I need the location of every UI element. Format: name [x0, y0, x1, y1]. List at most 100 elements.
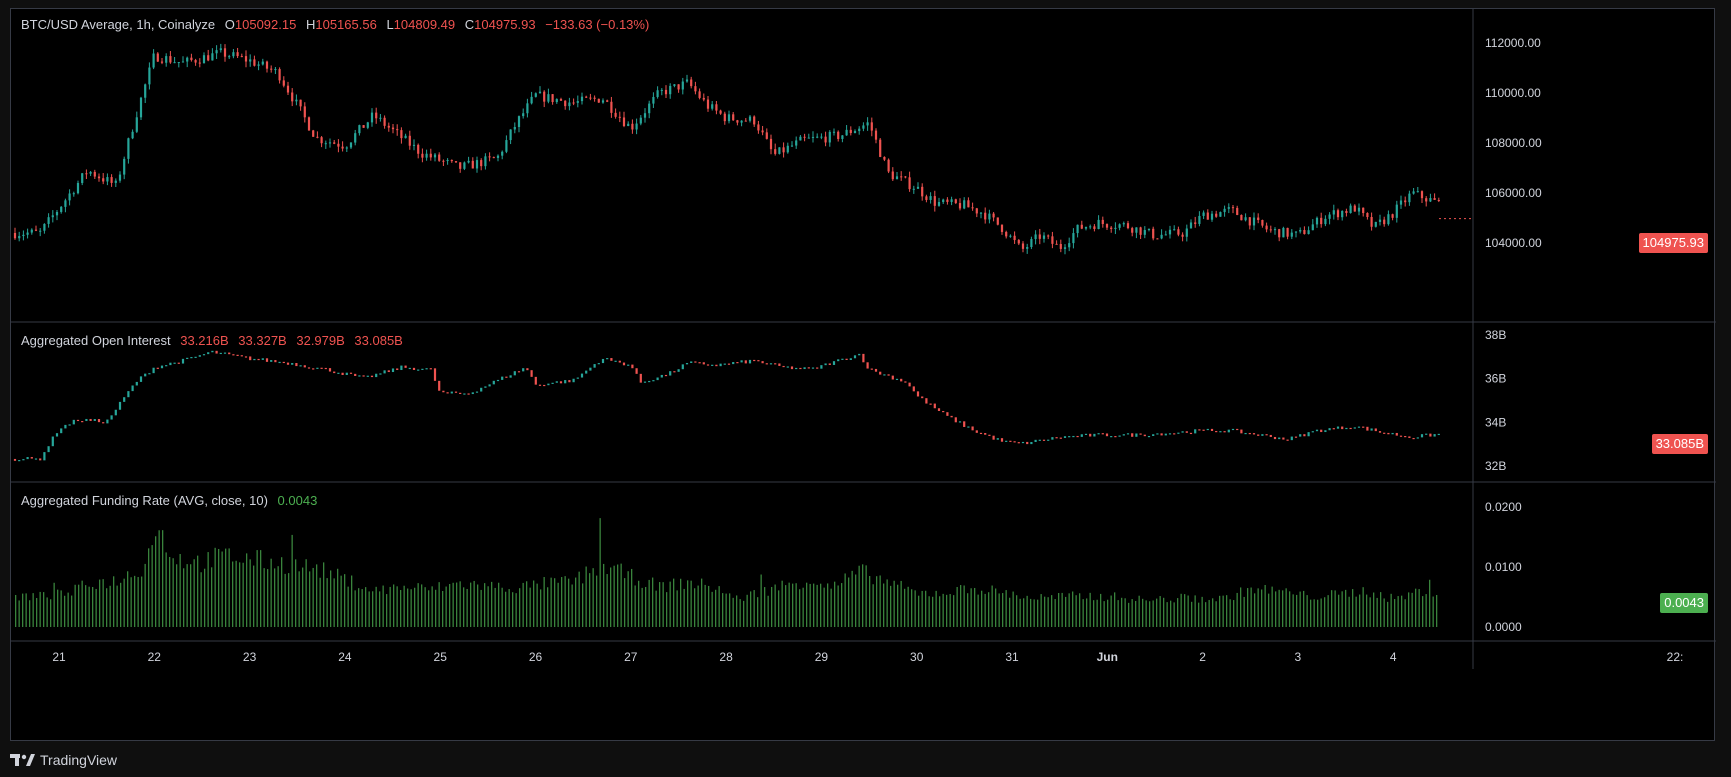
oi-title[interactable]: Aggregated Open Interest	[21, 333, 171, 348]
oi-candle	[1005, 440, 1008, 442]
tradingview-logo-icon[interactable]	[10, 753, 36, 767]
oi-candle	[274, 360, 277, 363]
oi-candle	[81, 421, 84, 423]
candle-body	[900, 176, 903, 178]
oi-candle	[60, 428, 63, 434]
oi-candle	[127, 391, 130, 398]
candle-body	[551, 94, 554, 103]
funding-bar	[701, 578, 703, 627]
oi-candle	[391, 368, 395, 373]
funding-bar	[1177, 598, 1179, 627]
candle-body	[1168, 229, 1172, 235]
oi-candle	[1265, 434, 1268, 436]
funding-bar	[1243, 596, 1245, 627]
footer: TradingView	[10, 752, 117, 768]
candle-body	[68, 193, 71, 201]
oi-candle	[509, 375, 512, 378]
funding-bar	[1107, 599, 1109, 627]
candle-body	[417, 144, 420, 154]
oi-candle	[950, 415, 953, 418]
plot-area[interactable]: 104000.00 106000.00 108000.00 110000.00 1120…	[10, 8, 1716, 742]
oi-candle	[417, 369, 420, 371]
funding-bar	[1131, 599, 1133, 627]
funding-bar	[88, 586, 90, 627]
funding-bar	[1152, 600, 1154, 627]
candle-body	[559, 99, 563, 101]
funding-bar	[771, 586, 773, 627]
funding-bar	[998, 593, 1000, 627]
funding-bar	[648, 579, 650, 627]
candle-body	[391, 127, 395, 130]
oi-value-2: 33.327B	[238, 333, 287, 348]
candle-body	[282, 80, 285, 86]
oi-candle	[782, 365, 785, 368]
oi-candle	[559, 381, 563, 384]
oi-candle	[1395, 432, 1398, 436]
funding-bar	[477, 584, 479, 627]
oi-candle	[1143, 434, 1146, 437]
oi-candle	[1215, 430, 1218, 433]
funding-bar	[851, 570, 853, 627]
chart-svg[interactable]: 104000.00 106000.00 108000.00 110000.00 1120…	[11, 9, 1716, 742]
oi-candle	[173, 362, 176, 364]
funding-bar	[669, 581, 671, 627]
oi-candle	[383, 370, 386, 374]
oi-candle	[76, 419, 80, 422]
funding-bar	[1089, 592, 1091, 627]
funding-bar	[1415, 588, 1417, 627]
candle-body	[811, 136, 815, 138]
funding-bar	[575, 577, 577, 627]
oi-candle	[992, 435, 995, 440]
funding-bar	[876, 576, 878, 627]
tradingview-brand[interactable]: TradingView	[40, 752, 118, 768]
oi-candle	[278, 361, 281, 364]
candle-body	[1420, 191, 1424, 199]
funding-bar	[645, 586, 647, 627]
candle-body	[1341, 210, 1344, 218]
oi-candle	[1194, 429, 1197, 434]
candle-body	[148, 67, 151, 85]
funding-bar	[1072, 591, 1074, 627]
candle-body	[921, 186, 924, 197]
candle-body	[177, 62, 180, 64]
candle-body	[513, 126, 516, 130]
oi-candle	[1089, 433, 1092, 437]
last-price-label: 104975.93	[1638, 233, 1708, 253]
candle-body	[769, 138, 773, 150]
candle-body	[1332, 210, 1335, 215]
symbol-title[interactable]: BTC/USD Average, 1h, Coinalyze	[21, 17, 216, 32]
funding-bar	[540, 589, 542, 627]
candle-body	[102, 178, 105, 182]
funding-bar	[1369, 597, 1371, 627]
funding-bar	[148, 548, 150, 627]
funding-bar	[323, 562, 325, 627]
funding-bar	[830, 588, 832, 627]
oi-candle	[257, 358, 260, 361]
candle-body	[996, 217, 999, 225]
oi-candle	[223, 352, 227, 354]
funding-bar	[389, 586, 391, 627]
funding-bar	[200, 572, 202, 627]
oi-candle	[1198, 429, 1201, 431]
oi-candle	[811, 367, 815, 369]
funding-bar	[428, 590, 430, 627]
funding-bar	[267, 569, 269, 627]
funding-bar	[256, 550, 258, 627]
oi-candle	[971, 426, 974, 431]
candle-body	[1202, 212, 1205, 216]
candle-body	[446, 160, 449, 162]
funding-bar	[1257, 588, 1259, 627]
funding-bar	[697, 585, 699, 627]
candle-body	[1416, 191, 1419, 193]
funding-bar	[18, 600, 20, 627]
oi-candle	[828, 363, 831, 365]
candle-body	[1114, 227, 1117, 229]
oi-candle	[908, 382, 911, 387]
funding-bar	[869, 575, 871, 627]
oi-candle	[438, 380, 441, 391]
fr-title[interactable]: Aggregated Funding Rate (AVG, close, 10)	[21, 493, 268, 508]
oi-candle	[85, 418, 88, 422]
funding-bar	[1222, 595, 1224, 627]
oi-candle	[89, 418, 92, 421]
funding-bar	[1037, 599, 1039, 627]
